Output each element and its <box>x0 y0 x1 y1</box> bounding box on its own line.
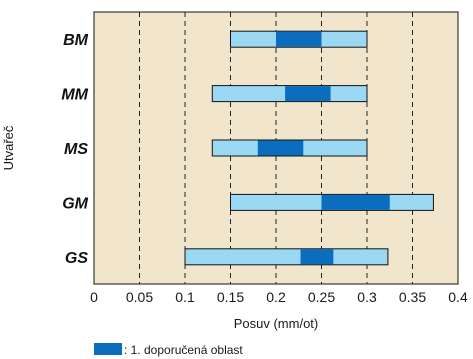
category-label: MS <box>64 141 88 158</box>
x-tick-label: 0 <box>90 289 98 305</box>
x-tick-label: 0.2 <box>266 289 286 305</box>
category-label: MM <box>61 87 88 104</box>
x-tick-label: 0.05 <box>126 289 153 305</box>
plot-frame <box>93 11 459 285</box>
recommended-range-bar <box>257 140 304 156</box>
x-tick-label: 0.25 <box>308 289 335 305</box>
recommended-range-bar <box>285 86 331 102</box>
recommended-range-bar <box>276 31 322 47</box>
legend-swatch <box>94 343 122 355</box>
category-label: BM <box>63 32 89 49</box>
x-tick-label: 0.35 <box>399 289 426 305</box>
recommended-range-bar <box>300 249 334 265</box>
range-bar <box>184 248 389 266</box>
x-ticks: 0 0.05 0.1 0.15 0.2 0.25 0.3 0.35 0.4 <box>90 289 468 305</box>
recommended-range-bar <box>321 194 390 210</box>
x-tick-label: 0.3 <box>357 289 377 305</box>
category-labels: BM MM MS GM GS <box>61 32 88 267</box>
bars <box>184 30 434 266</box>
y-axis-title: Utvařeč <box>1 125 16 170</box>
category-label: GM <box>62 195 88 212</box>
category-label: GS <box>65 250 88 267</box>
x-tick-label: 0.1 <box>175 289 195 305</box>
x-tick-label: 0.15 <box>217 289 244 305</box>
x-axis-title: Posuv (mm/ot) <box>234 316 319 331</box>
legend-label: : 1. doporučená oblast <box>124 343 243 357</box>
x-tick-label: 0.4 <box>448 289 468 305</box>
